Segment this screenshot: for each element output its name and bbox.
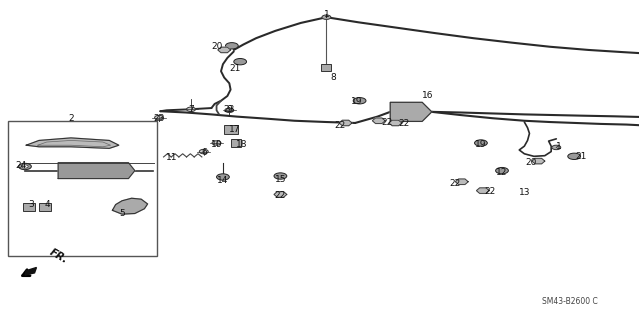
Circle shape xyxy=(216,174,229,180)
Text: 19: 19 xyxy=(475,140,486,149)
Bar xyxy=(321,64,332,70)
Bar xyxy=(230,139,241,147)
Text: 6: 6 xyxy=(201,148,207,157)
Circle shape xyxy=(186,107,195,112)
Text: 2: 2 xyxy=(68,114,74,123)
Text: 22: 22 xyxy=(484,187,496,197)
Text: 1: 1 xyxy=(556,142,562,151)
Circle shape xyxy=(353,98,366,104)
Text: 5: 5 xyxy=(119,209,125,218)
Bar xyxy=(23,203,35,211)
Polygon shape xyxy=(476,188,489,193)
Circle shape xyxy=(225,108,234,113)
Bar xyxy=(39,203,51,211)
Polygon shape xyxy=(389,120,402,126)
Text: 11: 11 xyxy=(166,153,177,162)
Polygon shape xyxy=(339,120,352,126)
Text: 19: 19 xyxy=(351,97,362,106)
Text: 22: 22 xyxy=(275,190,286,200)
Circle shape xyxy=(199,149,208,154)
Text: 20: 20 xyxy=(212,42,223,51)
Polygon shape xyxy=(26,138,119,148)
Polygon shape xyxy=(58,163,135,179)
Circle shape xyxy=(19,163,31,170)
Circle shape xyxy=(552,145,561,150)
Text: 10: 10 xyxy=(211,140,222,149)
Circle shape xyxy=(225,43,238,49)
Text: 4: 4 xyxy=(45,200,50,209)
Polygon shape xyxy=(456,179,468,184)
Text: 13: 13 xyxy=(518,188,530,197)
Circle shape xyxy=(495,167,508,174)
Text: 18: 18 xyxy=(236,140,247,149)
Text: 8: 8 xyxy=(330,73,335,82)
Circle shape xyxy=(155,115,164,120)
Circle shape xyxy=(22,165,28,168)
Text: 22: 22 xyxy=(334,121,346,130)
Text: 15: 15 xyxy=(275,175,286,184)
Text: 17: 17 xyxy=(229,125,241,134)
Text: SM43-B2600 C: SM43-B2600 C xyxy=(542,297,598,306)
Text: 21: 21 xyxy=(229,63,241,72)
Polygon shape xyxy=(113,198,148,214)
Circle shape xyxy=(322,15,331,19)
Polygon shape xyxy=(532,158,545,164)
Polygon shape xyxy=(218,47,230,53)
Text: 22: 22 xyxy=(449,179,461,188)
Polygon shape xyxy=(274,192,287,197)
Text: 23: 23 xyxy=(223,105,235,114)
Text: FR.: FR. xyxy=(47,247,69,266)
Text: 23: 23 xyxy=(154,114,164,123)
Circle shape xyxy=(212,141,221,145)
Text: 1: 1 xyxy=(323,11,329,19)
Text: 16: 16 xyxy=(422,92,434,100)
Text: 3: 3 xyxy=(28,200,34,209)
Text: 14: 14 xyxy=(217,176,228,185)
Circle shape xyxy=(234,58,246,65)
Circle shape xyxy=(274,173,287,179)
Text: 20: 20 xyxy=(525,158,537,167)
Polygon shape xyxy=(390,102,432,122)
Text: 7: 7 xyxy=(188,105,194,114)
Bar xyxy=(223,125,237,134)
Polygon shape xyxy=(372,118,385,123)
Circle shape xyxy=(474,140,487,146)
Circle shape xyxy=(568,153,580,160)
Text: 21: 21 xyxy=(575,152,587,161)
Text: 9: 9 xyxy=(227,105,232,114)
Bar xyxy=(8,122,157,256)
Text: 22: 22 xyxy=(398,119,409,129)
Text: 24: 24 xyxy=(15,161,26,170)
Text: 12: 12 xyxy=(496,168,508,177)
Polygon shape xyxy=(25,268,36,275)
Text: 22: 22 xyxy=(381,117,392,127)
